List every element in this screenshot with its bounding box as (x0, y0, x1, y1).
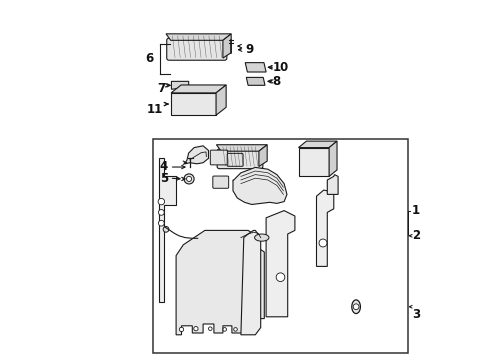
Text: 2: 2 (411, 229, 419, 242)
Circle shape (276, 273, 284, 282)
Text: 5: 5 (160, 172, 168, 185)
Circle shape (318, 239, 326, 247)
Polygon shape (223, 34, 231, 58)
FancyBboxPatch shape (210, 150, 227, 165)
Circle shape (183, 174, 194, 184)
Text: 3: 3 (411, 308, 419, 321)
Polygon shape (298, 141, 336, 148)
Polygon shape (244, 63, 265, 72)
Polygon shape (184, 146, 208, 164)
Bar (152, 139, 407, 353)
Polygon shape (166, 34, 231, 40)
FancyBboxPatch shape (212, 176, 228, 188)
Text: 6: 6 (145, 52, 153, 65)
Bar (298, 148, 328, 176)
Text: 7: 7 (157, 82, 165, 95)
Circle shape (158, 198, 164, 205)
Ellipse shape (351, 300, 360, 314)
Text: 11: 11 (146, 103, 163, 116)
Polygon shape (171, 85, 225, 93)
FancyBboxPatch shape (227, 153, 243, 166)
Circle shape (158, 220, 164, 226)
Polygon shape (258, 145, 266, 166)
Polygon shape (246, 77, 264, 85)
Circle shape (352, 304, 358, 310)
Polygon shape (326, 175, 337, 194)
Circle shape (223, 328, 226, 331)
FancyBboxPatch shape (217, 149, 263, 169)
Polygon shape (241, 230, 260, 335)
Circle shape (158, 210, 164, 215)
Ellipse shape (254, 234, 268, 241)
Polygon shape (216, 85, 225, 115)
Polygon shape (159, 158, 176, 302)
Circle shape (186, 176, 191, 181)
Polygon shape (176, 230, 264, 335)
Circle shape (179, 327, 183, 332)
Text: 1: 1 (411, 204, 419, 217)
Polygon shape (216, 145, 266, 151)
Circle shape (163, 226, 168, 232)
Text: 4: 4 (160, 160, 168, 173)
Text: 10: 10 (272, 61, 288, 74)
Bar (171, 93, 216, 115)
Polygon shape (316, 190, 333, 266)
Circle shape (193, 327, 198, 331)
FancyBboxPatch shape (166, 38, 226, 60)
Circle shape (247, 320, 251, 324)
Polygon shape (232, 167, 286, 204)
Polygon shape (171, 81, 188, 89)
Text: 9: 9 (244, 43, 253, 56)
Circle shape (233, 328, 237, 331)
Polygon shape (265, 211, 294, 317)
Circle shape (208, 327, 212, 330)
Polygon shape (328, 141, 336, 176)
Text: 8: 8 (272, 75, 280, 88)
